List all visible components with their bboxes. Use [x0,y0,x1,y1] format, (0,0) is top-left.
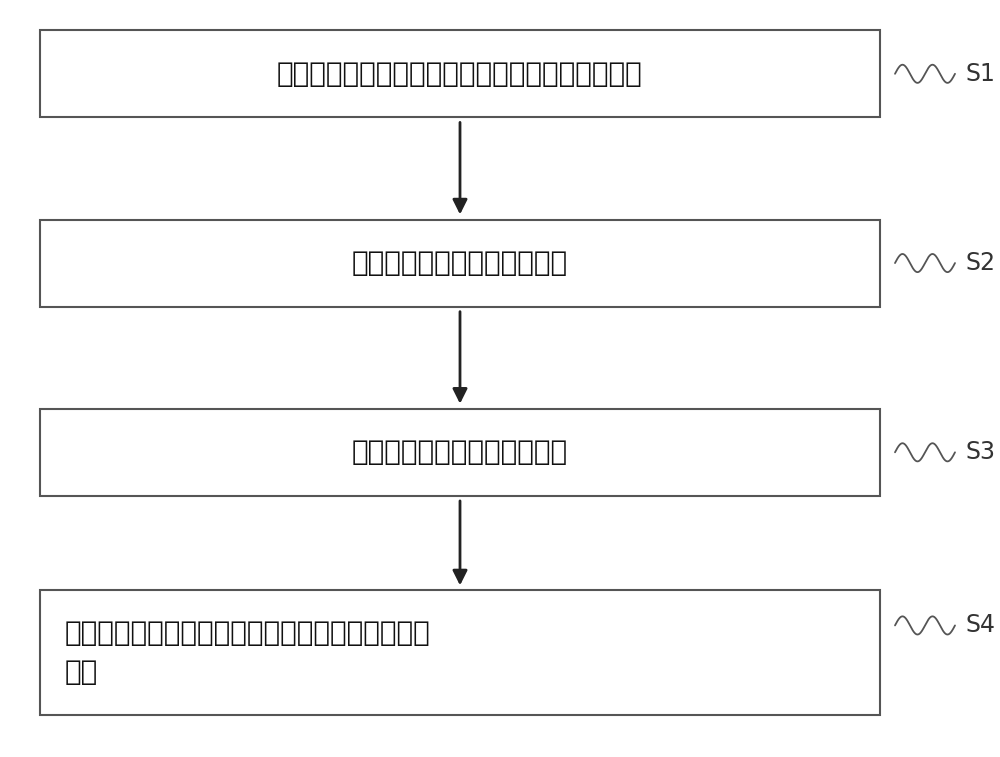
Text: 对打标后的硅片进行制绒清洗: 对打标后的硅片进行制绒清洗 [352,249,568,277]
Text: S3: S3 [965,441,995,464]
FancyBboxPatch shape [40,409,880,496]
FancyBboxPatch shape [40,590,880,715]
FancyBboxPatch shape [40,30,880,117]
Text: S4: S4 [965,613,995,637]
Text: 采用硅片的激光打标方法在硅片表面刻蚀出打标线: 采用硅片的激光打标方法在硅片表面刻蚀出打标线 [277,60,643,88]
Text: S2: S2 [965,251,995,275]
Text: 对制绒清洗后的硅片进行镀膜: 对制绒清洗后的硅片进行镀膜 [352,438,568,466]
Text: 在镀膜后的硅片表面印刷电极，形成电池片异质结
电池: 在镀膜后的硅片表面印刷电极，形成电池片异质结 电池 [65,619,431,687]
FancyBboxPatch shape [40,220,880,307]
Text: S1: S1 [965,62,995,86]
